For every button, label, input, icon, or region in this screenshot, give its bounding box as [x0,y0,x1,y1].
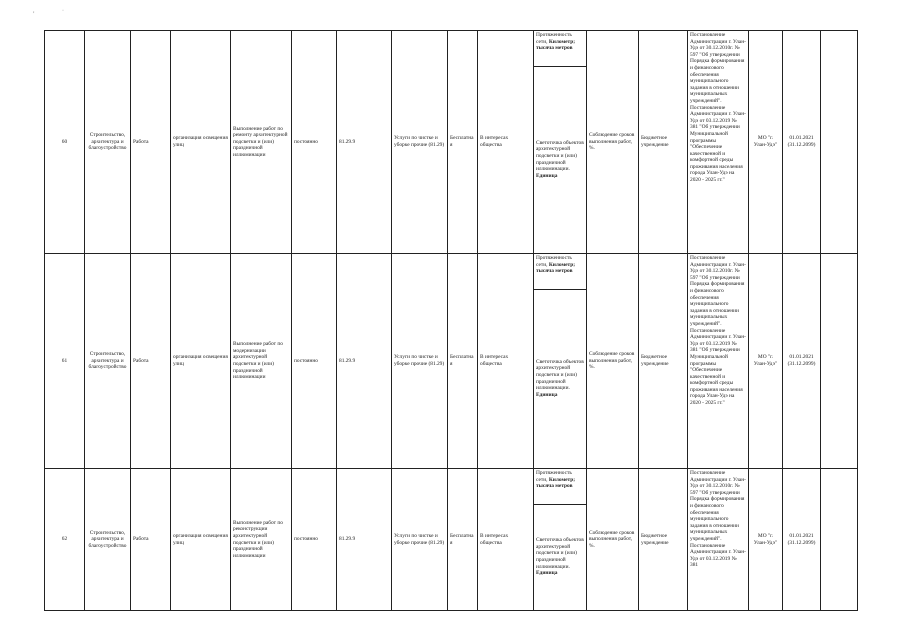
legal-basis-cell: Постановление Администрации г. Улан-Удэ … [687,30,749,254]
quantity-unit: Единица [536,172,558,179]
quality-cell: Соблюдение сроков выполнения работ, %. [586,468,639,611]
volume-indicator-name: Протяженность сети, [536,32,572,45]
quantity-indicator-name: Светоточка объектов архитектурной подсве… [536,537,584,570]
okved-cell: 81.29.9 [336,30,392,254]
table-row: 62 Строительство, архитектура и благоуст… [44,468,858,611]
services-table: 60 Строительство, архитектура и благоуст… [44,30,858,611]
beneficiary-cell: В интересах общества [477,30,534,254]
sector-cell: Строительство, архитектура и благоустрой… [84,468,131,611]
owner-cell: МО "г. Улан-Удэ" [748,30,783,254]
scan-mark: · [62,8,64,14]
okved-cell: 81.29.9 [336,253,392,469]
payment-cell: Бесплатная [447,468,478,611]
sector-cell: Строительство, архитектура и благоустрой… [84,30,131,254]
content-cell: Выполнение работ по ремонту архитектурно… [230,30,292,254]
quantity-indicator: Светоточка объектов архитектурной подсве… [535,67,586,252]
volume-indicator-name: Протяженность сети, [536,470,572,483]
row-number: 62 [44,468,85,611]
activity-cell: организация освещения улиц [170,253,231,469]
indicators-cell: Протяженность сети, Километр; тысяча мет… [533,30,587,254]
dates-cell: 01.01.2021 (31.12.2099) [782,30,821,254]
quantity-indicator: Светоточка объектов архитектурной подсве… [535,505,586,609]
okved-name-cell: Услуги по чистке и уборке прочие (81.29) [391,253,448,469]
okved-name-cell: Услуги по чистке и уборке прочие (81.29) [391,468,448,611]
quantity-unit: Единица [536,391,558,398]
quantity-indicator-name: Светоточка объектов архитектурной подсве… [536,139,584,173]
quality-cell: Соблюдение сроков выполнения работ, %. [586,253,639,469]
quality-cell: Соблюдение сроков выполнения работ, %. [586,30,639,254]
extra-cell [820,253,858,469]
owner-cell: МО "г. Улан-Удэ" [748,253,783,469]
row-number: 60 [44,30,85,254]
activity-cell: организация освещения улиц [170,468,231,611]
volume-indicator: Протяженность сети, Километр; тысяча мет… [534,470,586,505]
volume-indicator: Протяженность сети, Километр; тысяча мет… [534,32,586,67]
okved-name-cell: Услуги по чистке и уборке прочие (81.29) [391,30,448,254]
frequency-cell: постоянно [291,468,337,611]
type-cell: Работа [130,468,171,611]
sector-cell: Строительство, архитектура и благоустрой… [84,253,131,469]
dates-cell: 01.01.2021 (31.12.2099) [782,468,821,611]
table-row: 61 Строительство, архитектура и благоуст… [44,253,858,469]
volume-unit: Километр; тысяча метров [536,476,576,490]
payment-cell: Бесплатная [447,253,478,469]
okved-cell: 81.29.9 [336,468,392,611]
owner-cell: МО "г. Улан-Удэ" [748,468,783,611]
content-cell: Выполнение работ по модернизации архитек… [230,253,292,469]
volume-indicator-name: Протяженность сети, [536,255,572,268]
quantity-unit: Единица [536,570,558,577]
content-cell: Выполнение работ по реконструкции архите… [230,468,292,611]
extra-cell [820,468,858,611]
legal-basis-cell: Постановление Администрации г. Улан-Удэ … [687,253,749,469]
payment-cell: Бесплатная [447,30,478,254]
volume-unit: Километр; тысяча метров [536,261,576,275]
volume-unit: Километр; тысяча метров [536,38,576,52]
quantity-indicator: Светоточка объектов архитектурной подсве… [535,290,586,467]
extra-cell [820,30,858,254]
frequency-cell: постоянно [291,30,337,254]
beneficiary-cell: В интересах общества [477,253,534,469]
type-cell: Работа [130,253,171,469]
row-number: 61 [44,253,85,469]
table-row: 60 Строительство, архитектура и благоуст… [44,30,858,254]
institution-cell: Бюджетное учреждение [638,468,688,611]
activity-cell: организация освещения улиц [170,30,231,254]
type-cell: Работа [130,30,171,254]
legal-basis-cell: Постановление Администрации г. Улан-Удэ … [687,468,749,611]
quantity-indicator-name: Светоточка объектов архитектурной подсве… [536,358,584,392]
frequency-cell: постоянно [291,253,337,469]
beneficiary-cell: В интересах общества [477,468,534,611]
indicators-cell: Протяженность сети, Километр; тысяча мет… [533,468,587,611]
scan-mark: , [33,8,35,14]
indicators-cell: Протяженность сети, Километр; тысяча мет… [533,253,587,469]
volume-indicator: Протяженность сети, Километр; тысяча мет… [534,255,586,290]
institution-cell: Бюджетное учреждение [638,30,688,254]
dates-cell: 01.01.2021 (31.12.2099) [782,253,821,469]
institution-cell: Бюджетное учреждение [638,253,688,469]
